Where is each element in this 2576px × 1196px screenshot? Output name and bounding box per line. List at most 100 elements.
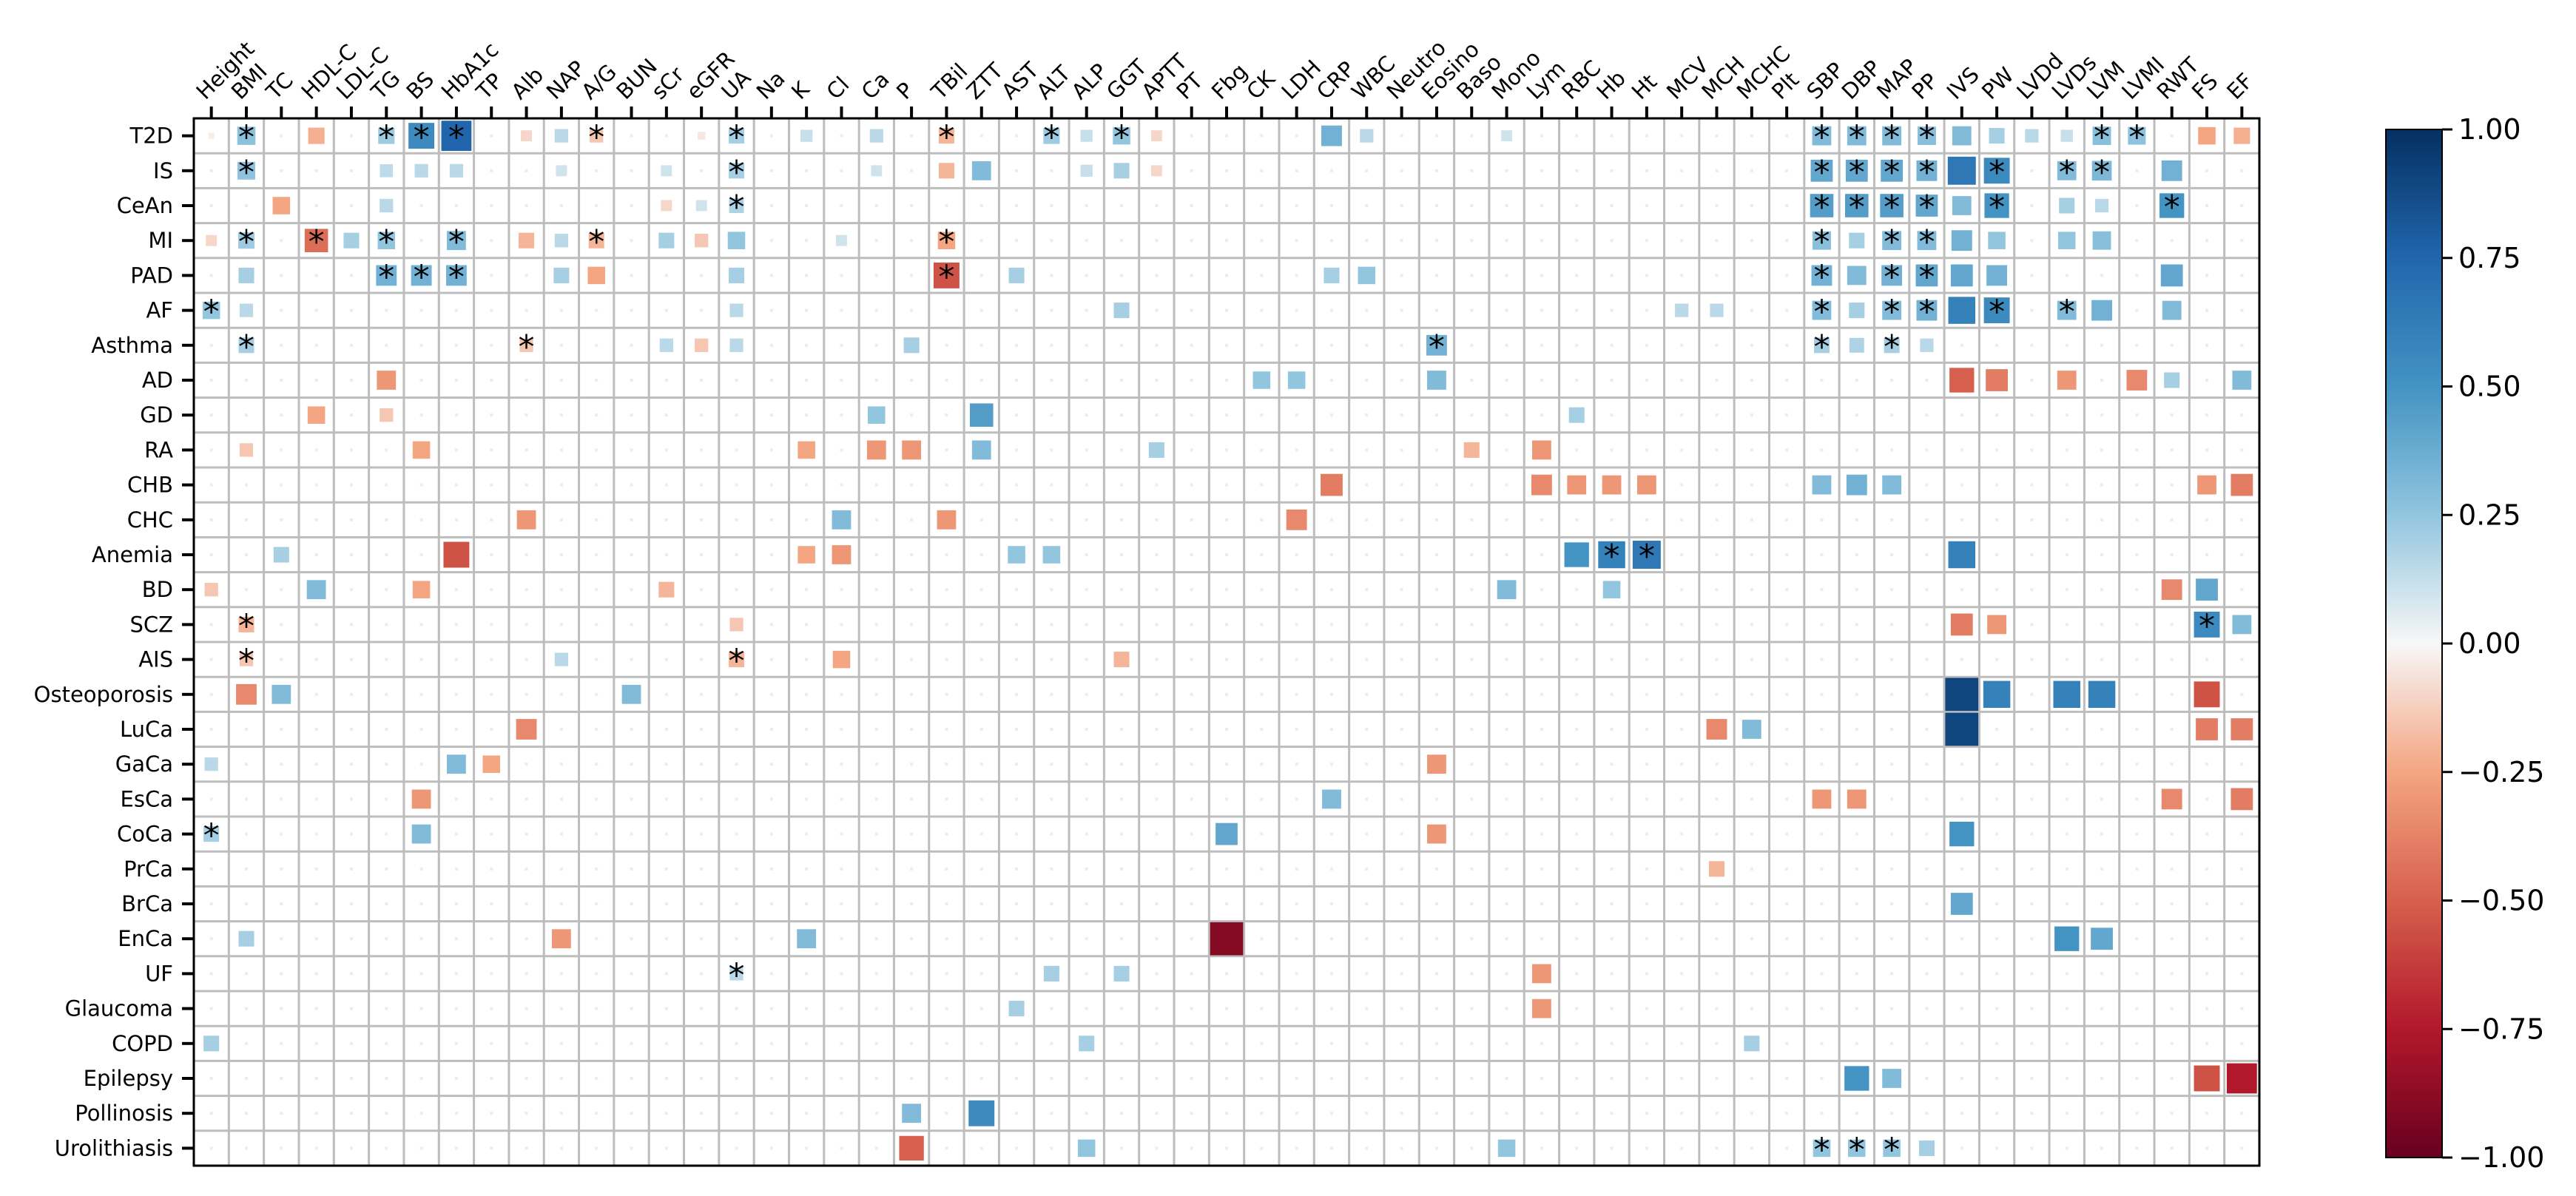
heatmap-cell-empty [1120, 832, 1124, 836]
heatmap-cell-empty [1575, 518, 1579, 521]
heatmap-cell-empty [595, 308, 599, 312]
heatmap-cell-empty [1120, 274, 1124, 277]
heatmap-cell-empty [1855, 588, 1858, 592]
heatmap-cell-empty [559, 413, 563, 417]
heatmap-cell-empty [1120, 937, 1124, 941]
heatmap-cell-empty [2030, 448, 2034, 452]
heatmap-cell-empty [1680, 1146, 1684, 1150]
heatmap-cell-empty [1155, 308, 1159, 312]
heatmap-cell-empty [1995, 588, 1999, 592]
heatmap-cell-empty [595, 379, 599, 382]
heatmap-cell-empty [419, 763, 423, 766]
heatmap-cell-empty [1715, 623, 1719, 626]
heatmap-cell-empty [1400, 379, 1403, 382]
heatmap-cell-empty [1715, 343, 1719, 347]
heatmap-cell-empty [1995, 553, 1999, 556]
heatmap-cell-empty [1680, 1007, 1684, 1010]
heatmap-cell [903, 337, 920, 354]
column-label: Alb [506, 62, 548, 104]
heatmap-cell-empty [1470, 658, 1474, 661]
heatmap-cell-empty [2135, 413, 2139, 417]
heatmap-cell-empty [1470, 413, 1474, 417]
heatmap-cell-empty [1645, 1041, 1648, 1045]
heatmap-cell-empty [980, 1041, 983, 1045]
heatmap-cell-empty [664, 274, 668, 277]
heatmap-cell [1945, 678, 1979, 712]
heatmap-cell-empty [735, 588, 738, 592]
heatmap-cell-empty [419, 623, 423, 626]
heatmap-cell-empty [314, 169, 318, 172]
heatmap-cell-empty [209, 448, 213, 452]
heatmap-cell-empty [1365, 588, 1369, 592]
significance-star: * [2094, 119, 2110, 157]
heatmap-cell-empty [1470, 169, 1474, 172]
heatmap-cell-empty [1680, 1112, 1684, 1115]
heatmap-cell-empty [1365, 832, 1369, 836]
heatmap-cell-empty [1610, 379, 1614, 382]
heatmap-cell-empty [1400, 623, 1403, 626]
heatmap-cell-empty [314, 797, 318, 801]
heatmap-cell-empty [454, 937, 458, 941]
heatmap-cell-empty [314, 274, 318, 277]
heatmap-cell-empty [525, 658, 528, 661]
heatmap-cell [1043, 127, 1060, 144]
heatmap-cell-empty [595, 588, 599, 592]
heatmap-cell-empty [1190, 379, 1193, 382]
heatmap-cell-empty [769, 1007, 773, 1010]
heatmap-cell [1945, 712, 1979, 746]
heatmap-cell-empty [769, 797, 773, 801]
heatmap-cell [902, 440, 921, 460]
heatmap-cell-empty [945, 937, 948, 941]
heatmap-cell-empty [2135, 1146, 2139, 1150]
heatmap-cell-empty [1505, 343, 1508, 347]
heatmap-cell-empty [1680, 832, 1684, 836]
heatmap-cell-empty [805, 1112, 809, 1115]
heatmap-cell-empty [1960, 343, 1963, 347]
heatmap-cell-empty [1820, 1112, 1824, 1115]
heatmap-cell-empty [1434, 1041, 1438, 1045]
heatmap-cell-empty [2170, 1007, 2174, 1010]
heatmap-cell-empty [1960, 1007, 1963, 1010]
heatmap-cell-empty [1260, 1146, 1264, 1150]
heatmap-cell-empty [1190, 308, 1193, 312]
heatmap-cell-empty [559, 832, 563, 836]
heatmap-cell-empty [419, 1146, 423, 1150]
heatmap-cell-empty [2030, 204, 2034, 207]
heatmap-cell-empty [1645, 169, 1648, 172]
heatmap-cell [1210, 922, 1244, 956]
heatmap-cell [969, 403, 994, 427]
heatmap-cell [1884, 337, 1900, 354]
heatmap-cell-empty [1190, 832, 1193, 836]
heatmap-cell [377, 232, 396, 249]
significance-star: * [2059, 154, 2075, 192]
row-label: PrCa [124, 857, 173, 882]
heatmap-cell-empty [385, 483, 388, 487]
heatmap-cell-empty [1155, 832, 1159, 836]
heatmap-cell-empty [1295, 308, 1298, 312]
heatmap-cell-empty [1120, 239, 1124, 243]
heatmap-cells [202, 121, 2257, 1161]
significance-star: * [1884, 328, 1900, 366]
heatmap-cell-empty [1085, 658, 1088, 661]
heatmap-cell-empty [1085, 832, 1088, 836]
heatmap-cell-empty [244, 1007, 248, 1010]
heatmap-cell-empty [1365, 1146, 1369, 1150]
heatmap-cell-empty [1225, 413, 1228, 417]
heatmap-cell-empty [2135, 553, 2139, 556]
heatmap-cell-empty [945, 902, 948, 905]
heatmap-cell-empty [805, 1007, 809, 1010]
heatmap-cell [869, 129, 883, 143]
heatmap-cell-empty [2240, 553, 2244, 556]
heatmap-cell-empty [1610, 832, 1614, 836]
heatmap-cell-empty [385, 1077, 388, 1080]
heatmap-cell-empty [1855, 832, 1858, 836]
heatmap-cell [695, 200, 707, 212]
heatmap-cell-empty [1750, 343, 1753, 347]
heatmap-cell-empty [2030, 308, 2034, 312]
heatmap-cell-empty [1120, 448, 1124, 452]
heatmap-cell [1113, 126, 1130, 145]
heatmap-cell-empty [1155, 1007, 1159, 1010]
heatmap-cell-empty [769, 937, 773, 941]
heatmap-cell-empty [1434, 1077, 1438, 1080]
heatmap-cell-empty [2100, 553, 2104, 556]
